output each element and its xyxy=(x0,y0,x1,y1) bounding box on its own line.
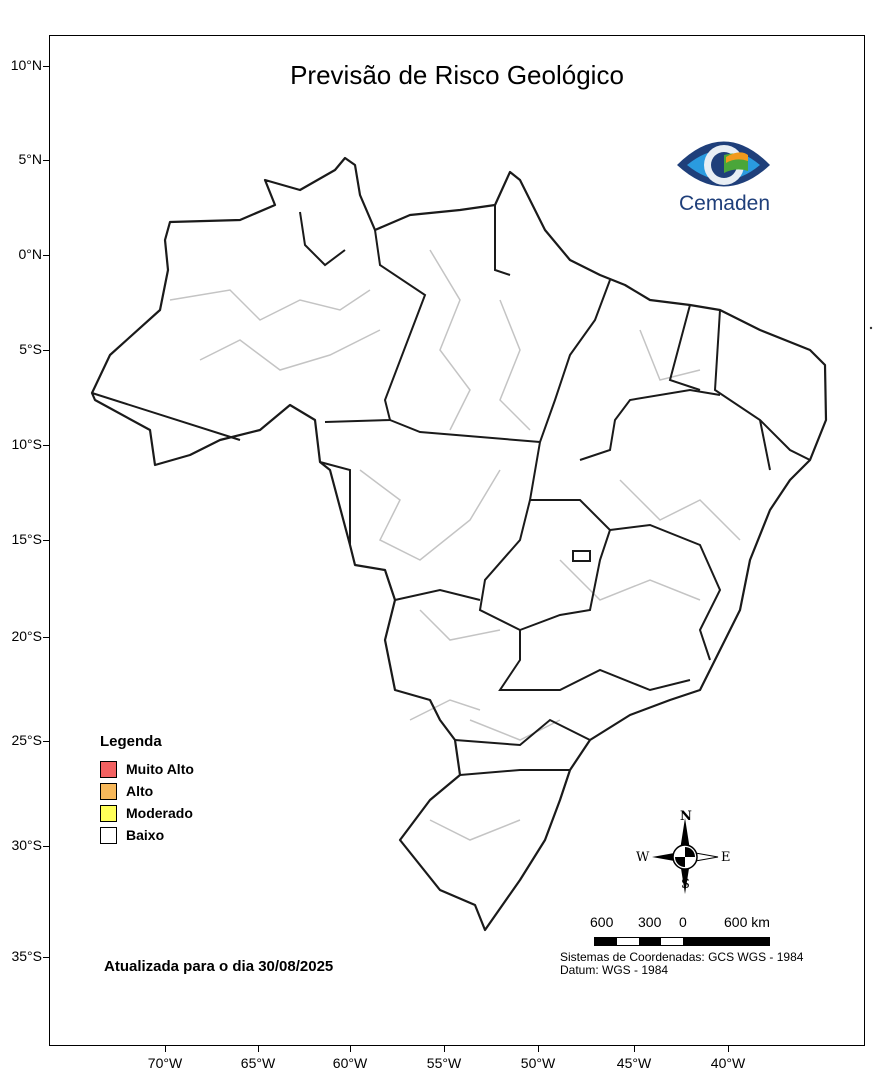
lon-label: 45°W xyxy=(616,1055,652,1071)
lon-label: 50°W xyxy=(520,1055,556,1071)
legend-label: Baixo xyxy=(126,827,165,843)
compass-west: W xyxy=(636,850,650,865)
update-date: Atualizada para o dia 30/08/2025 xyxy=(104,958,334,975)
lat-label: 25°S xyxy=(11,732,42,748)
scale-label: 600 xyxy=(590,914,614,930)
lon-tick xyxy=(538,1046,539,1052)
compass-south: S xyxy=(681,877,690,892)
lat-tick xyxy=(43,350,49,351)
map-frame xyxy=(49,35,865,1046)
lon-label: 65°W xyxy=(240,1055,276,1071)
lat-tick xyxy=(43,160,49,161)
lat-label: 35°S xyxy=(11,948,42,964)
legend-label: Muito Alto xyxy=(126,761,194,777)
lon-tick xyxy=(634,1046,635,1052)
scale-bar xyxy=(594,937,770,946)
legend-item-alto: Alto xyxy=(100,780,194,802)
state-borders xyxy=(91,205,811,776)
lat-tick xyxy=(43,445,49,446)
cemaden-logo xyxy=(677,141,770,187)
compass-east: E xyxy=(721,850,731,865)
lon-tick xyxy=(165,1046,166,1052)
datum: Datum: WGS - 1984 xyxy=(560,963,669,977)
municipal-borders xyxy=(169,249,741,841)
lon-label: 40°W xyxy=(710,1055,746,1071)
lon-label: 70°W xyxy=(147,1055,183,1071)
legend-item-muito-alto: Muito Alto xyxy=(100,758,194,780)
legend-swatch xyxy=(100,760,117,778)
lat-label: 10°S xyxy=(11,436,42,452)
lon-tick xyxy=(258,1046,259,1052)
legend-swatch xyxy=(100,826,117,844)
legend: Legenda Muito Alto Alto Moderado Baixo xyxy=(100,733,194,846)
legend-item-moderado: Moderado xyxy=(100,802,194,824)
lon-label: 55°W xyxy=(426,1055,462,1071)
lat-label: 5°S xyxy=(19,341,42,357)
lon-tick xyxy=(350,1046,351,1052)
logo-text: Cemaden xyxy=(678,192,771,215)
island-dot xyxy=(869,326,873,330)
compass-north: N xyxy=(680,809,692,824)
lat-tick xyxy=(43,637,49,638)
legend-title: Legenda xyxy=(100,733,162,750)
lat-label: 5°N xyxy=(18,151,43,167)
brazil-outline xyxy=(90,156,828,932)
lat-label: 20°S xyxy=(11,628,42,644)
legend-swatch xyxy=(100,804,117,822)
lon-tick xyxy=(444,1046,445,1052)
legend-label: Moderado xyxy=(126,805,193,821)
lat-tick xyxy=(43,540,49,541)
lat-label: 0°N xyxy=(18,246,43,262)
lon-tick xyxy=(728,1046,729,1052)
lat-tick xyxy=(43,846,49,847)
legend-item-baixo: Baixo xyxy=(100,824,194,846)
compass-rose-icon xyxy=(652,818,719,894)
scale-label: 0 xyxy=(679,914,687,930)
lat-tick xyxy=(43,741,49,742)
lat-tick xyxy=(43,66,49,67)
map-title: Previsão de Risco Geológico xyxy=(290,60,624,90)
scale-label: 300 xyxy=(638,914,662,930)
legend-swatch xyxy=(100,782,117,800)
lat-label: 30°S xyxy=(11,837,42,853)
legend-label: Alto xyxy=(126,783,154,799)
lat-label: 10°N xyxy=(10,57,42,73)
coordinate-system: Sistemas de Coordenadas: GCS WGS - 1984 xyxy=(560,950,804,964)
lat-label: 15°S xyxy=(11,531,42,547)
lon-label: 60°W xyxy=(332,1055,368,1071)
lat-tick xyxy=(43,255,49,256)
lat-tick xyxy=(43,957,49,958)
scale-label: 600 km xyxy=(724,914,770,930)
